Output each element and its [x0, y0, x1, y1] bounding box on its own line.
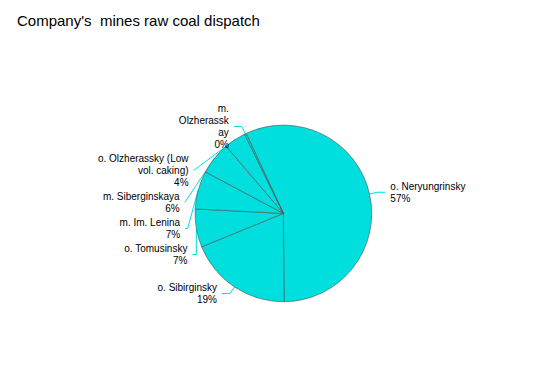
svg-text:4%: 4% [174, 177, 189, 188]
svg-text:vol. caking): vol. caking) [138, 165, 189, 176]
svg-text:57%: 57% [390, 193, 410, 204]
svg-text:7%: 7% [173, 255, 188, 266]
svg-text:m. Siberginskaya: m. Siberginskaya [103, 191, 180, 202]
svg-text:m. Im. Lenina: m. Im. Lenina [120, 217, 181, 228]
svg-text:6%: 6% [165, 203, 180, 214]
svg-text:m.: m. [218, 103, 229, 114]
svg-text:ay: ay [218, 127, 229, 138]
svg-text:19%: 19% [197, 294, 217, 305]
svg-text:Company's mines raw coal disp: Company's mines raw coal dispatch [17, 12, 260, 29]
svg-text:o. Neryungrinsky: o. Neryungrinsky [390, 181, 465, 192]
svg-text:0%: 0% [214, 139, 229, 150]
svg-text:7%: 7% [166, 229, 181, 240]
svg-text:o. Tomusinsky: o. Tomusinsky [124, 243, 187, 254]
svg-text:Olzherassk: Olzherassk [179, 115, 230, 126]
svg-text:o. Olzherassky (Low: o. Olzherassky (Low [98, 153, 189, 164]
svg-text:o. Sibirginsky: o. Sibirginsky [158, 282, 217, 293]
